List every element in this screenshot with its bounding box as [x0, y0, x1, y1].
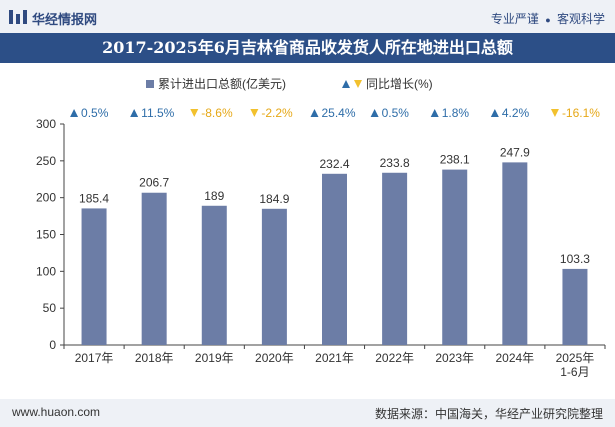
x-tick-label: 2022年	[375, 351, 414, 365]
footer-bar: www.huaon.com 数据来源：中国海关，华经产业研究院整理	[0, 399, 615, 427]
growth-up-triangle-icon	[310, 109, 319, 117]
legend-up-triangle-icon	[342, 80, 350, 88]
x-tick-label: 1-6月	[560, 365, 589, 379]
slogan-left: 专业严谨	[490, 12, 539, 26]
x-tick-label: 2019年	[195, 351, 234, 365]
bar-value-label: 206.7	[139, 176, 169, 190]
growth-label: 25.4%	[322, 106, 356, 120]
y-tick-label: 300	[36, 117, 56, 131]
legend-label-growth: 同比增长(%)	[366, 77, 433, 91]
growth-label: -8.6%	[201, 106, 233, 120]
bar-value-label: 232.4	[319, 157, 349, 171]
bar-chart: 累计进出口总额(亿美元) 同比增长(%) 0 50 100 150 200 250 300 185…	[36, 76, 606, 379]
x-tick-label: 2025年	[556, 351, 595, 365]
bar-value-label: 185.4	[79, 191, 109, 205]
x-tick-label: 2017年	[75, 351, 114, 365]
growth-down-triangle-icon	[550, 109, 559, 117]
legend-swatch-bar	[146, 80, 154, 88]
bar	[442, 169, 468, 345]
growth-up-triangle-icon	[490, 109, 499, 117]
y-tick-label: 100	[36, 264, 56, 278]
x-tick-label: 2021年	[315, 351, 354, 365]
growth-label: -16.1%	[562, 106, 600, 120]
bar	[261, 208, 287, 345]
bar	[201, 205, 227, 345]
slogan-right: 客观科学	[556, 12, 605, 26]
growth-label: 0.5%	[81, 106, 109, 120]
x-tick-label: 2023年	[435, 351, 474, 365]
y-tick-label: 250	[36, 154, 56, 168]
brand-name: 华经情报网	[32, 12, 98, 27]
y-tick-label: 50	[43, 301, 57, 315]
bar	[322, 173, 347, 345]
legend-down-triangle-icon	[354, 80, 362, 88]
bar-value-label: 238.1	[440, 153, 470, 167]
growth-up-triangle-icon	[130, 109, 139, 117]
x-tick-label: 2020年	[255, 351, 294, 365]
growth-up-triangle-icon	[370, 109, 379, 117]
growth-label: 11.5%	[141, 106, 174, 120]
website-link[interactable]: www.huaon.com	[12, 405, 101, 419]
bar-value-label: 103.3	[560, 252, 590, 266]
header-bar: 华经情报网 专业严谨 ● 客观科学	[0, 0, 615, 33]
growth-label: 1.8%	[442, 106, 470, 120]
growth-up-triangle-icon	[430, 109, 439, 117]
x-tick-label: 2024年	[495, 351, 534, 365]
bar	[81, 208, 107, 345]
y-tick-label: 200	[36, 191, 56, 205]
huajing-logo-icon	[9, 10, 27, 24]
chart-title: 2017-2025年6月吉林省商品收发货人所在地进出口总额	[0, 33, 615, 63]
slogan: 专业严谨 ● 客观科学	[491, 10, 605, 27]
bar-value-label: 184.9	[259, 192, 289, 206]
y-tick-label: 0	[49, 338, 56, 352]
bar-value-label: 189	[204, 189, 224, 203]
data-source: 数据来源：中国海关，华经产业研究院整理	[374, 407, 603, 421]
bar	[502, 162, 528, 345]
growth-label: -2.2%	[261, 106, 293, 120]
slogan-separator: ●	[545, 15, 551, 25]
bar	[141, 192, 167, 345]
growth-down-triangle-icon	[190, 109, 199, 117]
bar	[382, 172, 408, 345]
growth-label: 4.2%	[502, 106, 530, 120]
growth-down-triangle-icon	[250, 109, 259, 117]
bar	[562, 268, 588, 345]
x-tick-label: 2018年	[135, 351, 174, 365]
bar-value-label: 233.8	[380, 156, 410, 170]
bar-value-label: 247.9	[500, 145, 530, 159]
growth-up-triangle-icon	[70, 109, 79, 117]
y-tick-label: 150	[36, 228, 56, 242]
growth-label: 0.5%	[382, 106, 410, 120]
legend-label-total: 累计进出口总额(亿美元)	[158, 76, 286, 91]
